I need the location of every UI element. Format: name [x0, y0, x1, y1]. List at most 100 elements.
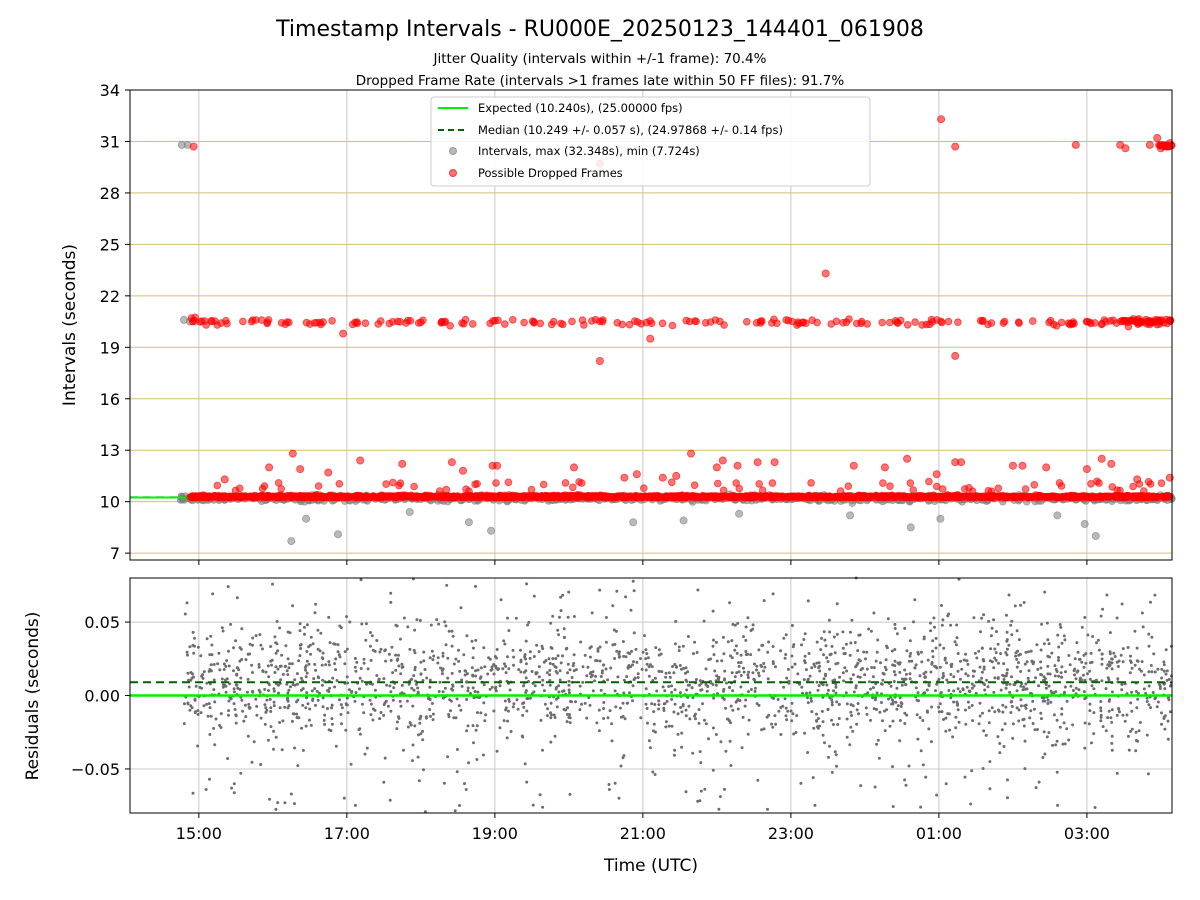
residual-point-1917 — [1040, 673, 1043, 677]
residual-point-1789 — [663, 689, 667, 693]
residual-point-795 — [679, 706, 683, 709]
residual-point-977 — [239, 771, 243, 775]
residual-point-510 — [945, 661, 948, 665]
residual-point-219 — [482, 646, 486, 650]
residual-point-772 — [492, 672, 496, 676]
dropped-point-1846 — [618, 320, 627, 329]
dropped-point-1696 — [206, 493, 215, 501]
residual-point-300 — [1046, 702, 1050, 705]
residual-point-101 — [466, 724, 470, 728]
residual-point-461 — [314, 703, 317, 707]
residual-point-1647 — [290, 662, 294, 666]
residual-point-1702 — [771, 592, 775, 596]
residual-point-1540 — [602, 717, 606, 720]
residual-point-228 — [987, 721, 991, 725]
residual-point-1108 — [823, 638, 827, 642]
residual-point-1533 — [892, 680, 896, 683]
residual-point-1841 — [938, 665, 942, 669]
residual-point-1013 — [664, 675, 668, 679]
residual-point-1193 — [224, 684, 228, 688]
residual-point-1284 — [396, 657, 400, 661]
residual-point-697 — [470, 666, 474, 670]
residual-point-1801 — [632, 631, 636, 635]
dropped-point-1613 — [1161, 493, 1170, 501]
residual-point-650 — [463, 782, 466, 786]
residual-point-777 — [982, 729, 986, 733]
residual-point-1781 — [224, 678, 227, 682]
residual-point-494 — [1163, 687, 1167, 691]
residual-point-1529 — [1035, 643, 1039, 647]
residual-point-1392 — [879, 661, 882, 665]
residual-point-89 — [246, 690, 249, 694]
dropped-point-1481 — [664, 492, 673, 501]
residual-point-311 — [947, 689, 951, 692]
residual-point-942 — [298, 622, 302, 626]
residual-point-1415 — [490, 668, 494, 672]
residual-point-1032 — [389, 658, 393, 662]
residual-point-603 — [435, 618, 439, 622]
residual-point-688 — [232, 690, 236, 694]
residual-point-434 — [1031, 699, 1035, 703]
residual-point-449 — [511, 705, 515, 709]
residual-point-259 — [989, 647, 993, 651]
residual-point-358 — [795, 714, 799, 718]
residual-point-1685 — [430, 702, 434, 705]
dropped-point-2072 — [1107, 459, 1116, 468]
residual-point-1793 — [293, 802, 296, 806]
dropped-point-2064 — [932, 470, 941, 479]
dropped-point-2060 — [770, 458, 779, 467]
dropped-point-1660 — [502, 492, 511, 501]
residual-point-714 — [783, 697, 787, 701]
dropped-point-2063 — [903, 454, 912, 463]
residual-point-1243 — [742, 635, 745, 639]
residual-point-214 — [606, 716, 610, 720]
residual-point-1068 — [1060, 641, 1064, 645]
residual-point-585 — [316, 628, 320, 632]
residual-point-1417 — [444, 624, 448, 628]
dropped-point-1864 — [1014, 318, 1023, 327]
residual-point-1347 — [251, 690, 255, 694]
residual-point-485 — [1073, 657, 1077, 661]
residual-point-964 — [572, 653, 576, 657]
residual-point-1572 — [623, 717, 627, 721]
residual-point-1713 — [322, 718, 326, 722]
residual-point-1297 — [212, 678, 216, 682]
dropped-point-1751 — [389, 478, 397, 487]
residual-point-607 — [549, 621, 553, 625]
residual-point-1545 — [1087, 722, 1091, 726]
residual-point-1720 — [980, 616, 984, 620]
residual-point-391 — [933, 625, 936, 629]
residual-point-742 — [1167, 677, 1171, 681]
residual-point-990 — [834, 691, 838, 695]
residual-point-1400 — [631, 699, 634, 703]
dropped-point-1727 — [258, 484, 267, 493]
residual-point-413 — [644, 687, 648, 691]
residual-point-1102 — [978, 701, 982, 705]
residual-point-127 — [519, 648, 522, 652]
residual-point-1845 — [565, 720, 569, 724]
residual-point-638 — [264, 670, 268, 674]
residual-point-1858 — [760, 728, 764, 732]
residual-point-407 — [583, 653, 587, 657]
dropped-point-1917 — [808, 316, 816, 325]
residual-point-1037 — [459, 708, 463, 712]
residual-point-1223 — [353, 665, 357, 669]
residual-point-1707 — [632, 660, 635, 664]
residual-point-1363 — [964, 672, 968, 676]
residual-point-1813 — [1055, 739, 1059, 743]
residual-point-1847 — [1090, 684, 1094, 688]
residual-point-1038 — [865, 650, 869, 654]
residual-point-1526 — [770, 722, 773, 726]
residual-point-855 — [556, 628, 560, 632]
residual-point-580 — [378, 650, 382, 654]
residual-point-1539 — [446, 676, 450, 680]
residual-point-1197 — [803, 659, 806, 663]
dropped-point-2040 — [296, 465, 305, 474]
residual-point-1361 — [306, 702, 310, 706]
residual-point-1334 — [254, 697, 258, 701]
residual-point-1890 — [471, 686, 475, 690]
residual-point-1918 — [673, 662, 677, 666]
residual-point-1165 — [186, 702, 190, 706]
residual-point-1709 — [1100, 662, 1104, 666]
residual-point-584 — [375, 639, 379, 642]
